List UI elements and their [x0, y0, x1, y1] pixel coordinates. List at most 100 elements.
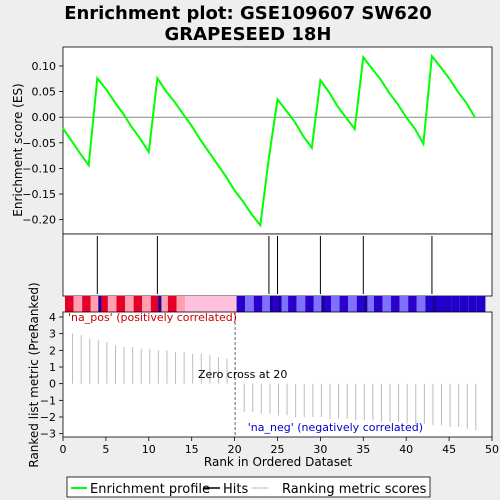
- colorbar-cell: [373, 296, 383, 312]
- es-tick-label: −0.20: [22, 214, 56, 227]
- colorbar-cell: [339, 296, 349, 312]
- enrichment-profile-point: [268, 157, 270, 159]
- colorbar-cell: [382, 296, 392, 312]
- enrichment-profile-point: [311, 147, 313, 149]
- colorbar-hit-stripe: [321, 296, 325, 312]
- enrichment-profile-point: [294, 121, 296, 123]
- colorbar-cell: [150, 296, 160, 312]
- colorbar-hit-stripe: [278, 296, 282, 312]
- x-tick-label: 50: [485, 443, 499, 456]
- enrichment-profile-point: [62, 127, 64, 130]
- colorbar-hit-stripe: [432, 296, 436, 312]
- x-tick-label: 30: [313, 443, 327, 456]
- colorbar-cell: [451, 296, 460, 312]
- colorbar-cell: [288, 296, 297, 312]
- enrichment-profile-point: [216, 163, 219, 165]
- colorbar-hit-stripe: [364, 296, 368, 312]
- colorbar-cell: [245, 296, 254, 312]
- colorbar-cell: [296, 296, 306, 312]
- legend-label-ranking-metric-scores: Ranking metric scores: [282, 482, 427, 497]
- enrichment-profile-point: [259, 224, 261, 226]
- enrichment-profile-point: [131, 126, 133, 128]
- enrichment-profile-point: [165, 90, 167, 92]
- colorbar-cell: [228, 296, 237, 312]
- colorbar-cell: [65, 296, 74, 312]
- x-axis-ticks: 0 5 10 15 20 25 30 35 40 45 50: [60, 437, 499, 456]
- colorbar-cell: [348, 296, 357, 312]
- es-tick-label: 0.00: [32, 111, 57, 124]
- colorbar-cell: [270, 296, 280, 312]
- enrichment-profile-point: [379, 78, 382, 80]
- es-tick-label: −0.15: [22, 188, 56, 201]
- enrichment-profile-point: [208, 151, 210, 153]
- colorbar-cell: [253, 296, 263, 312]
- es-panel: [62, 46, 493, 235]
- colorbar-cell: [193, 296, 203, 312]
- colorbar-cell: [210, 296, 220, 312]
- es-tick-label: 0.10: [32, 60, 57, 73]
- colorbar-cell: [107, 296, 117, 312]
- colorbar-cell: [82, 296, 91, 312]
- colorbar-cell: [99, 296, 108, 312]
- x-axis-label: Rank in Ordered Dataset: [204, 455, 352, 469]
- enrichment-profile-point: [148, 151, 150, 153]
- chart-title-line-2: GRAPESEED 18H: [165, 24, 332, 45]
- colorbar-cell: [236, 296, 246, 312]
- enrichment-profile-point: [234, 189, 236, 192]
- enrichment-profile-series: [62, 53, 476, 228]
- colorbar-cell: [116, 296, 126, 312]
- enrichment-profile-point: [173, 101, 176, 103]
- colorbar-cell: [416, 296, 426, 312]
- zero-cross-label: Zero cross at 20: [198, 368, 287, 381]
- colorbar-cell: [167, 296, 177, 312]
- ranking-tick-label: 4: [49, 311, 56, 324]
- enrichment-profile-point: [414, 127, 416, 130]
- ranking-axis-ticks: 4 3 2 1 0 −1 −2 −3: [40, 311, 63, 441]
- hits-series: [96, 236, 433, 294]
- ranking-tick-label: 0: [49, 378, 56, 391]
- colorbar-cell: [142, 296, 151, 312]
- x-tick-label: 5: [102, 443, 109, 456]
- ranking-tick-label: −1: [40, 394, 56, 407]
- legend-label-enrichment-profile: Enrichment profile: [90, 482, 210, 497]
- colorbar-cell: [391, 296, 400, 312]
- enrichment-profile-point: [302, 135, 304, 137]
- enrichment-profile-point: [448, 77, 450, 79]
- es-axis-label: Enrichment score (ES): [11, 83, 25, 216]
- x-tick-label: 40: [399, 443, 413, 456]
- legend-label-hits: Hits: [223, 482, 248, 497]
- colorbar-cell: [442, 296, 452, 312]
- enrichment-profile-point: [345, 117, 347, 119]
- enrichment-profile-point: [225, 176, 227, 178]
- colorbar-cell: [476, 296, 486, 312]
- x-tick-label: 25: [271, 443, 285, 456]
- es-tick-label: −0.05: [22, 137, 56, 150]
- ranking-tick-label: −2: [40, 411, 56, 424]
- enrichment-profile-point: [139, 138, 141, 140]
- colorbar-cell: [279, 296, 289, 312]
- enrichment-profile-point: [431, 55, 433, 57]
- x-tick-label: 0: [60, 443, 67, 456]
- colorbar-cell: [356, 296, 366, 312]
- enrichment-profile-point: [328, 91, 330, 93]
- colorbar-cell: [202, 296, 211, 312]
- enrichment-profile-point: [79, 152, 81, 155]
- enrichment-profile-point: [362, 56, 364, 58]
- enrichment-profile-point: [388, 91, 390, 94]
- legend-box: [66, 476, 431, 498]
- ranking-metric-series: [72, 333, 477, 431]
- enrichment-profile-point: [242, 201, 244, 203]
- colorbar-cell: [468, 296, 477, 312]
- enrichment-profile-point: [319, 79, 321, 81]
- enrichment-profile-point: [405, 116, 407, 118]
- colorbar-cell: [322, 296, 331, 312]
- colorbar-cell: [159, 296, 168, 312]
- colorbar-cell: [219, 296, 229, 312]
- colorbar-cell: [433, 296, 443, 312]
- ranking-tick-label: 3: [49, 328, 56, 341]
- colorbar-cell: [73, 296, 83, 312]
- es-tick-label: 0.05: [32, 86, 57, 99]
- enrichment-profile-point: [422, 143, 424, 145]
- enrichment-profile-point: [96, 77, 98, 79]
- ranking-tick-label: 1: [49, 361, 56, 374]
